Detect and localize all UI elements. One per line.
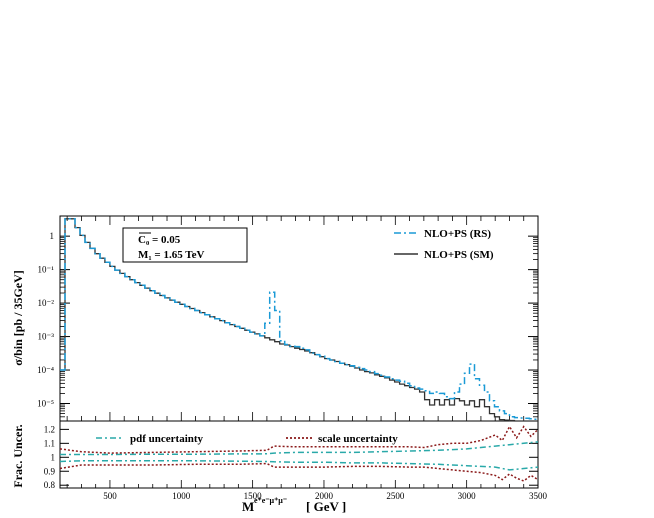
annotation-m1: M₁ = 1.65 TeV [138,249,204,261]
x-tick-label: 3000 [458,491,477,501]
main-y-axis-title: σ/bin [pb / 35GeV] [11,270,25,366]
main-legend: NLO+PS (RS) NLO+PS (SM) [394,228,494,261]
x-axis-title-main: M [242,499,254,514]
x-axis-title-unit: [ GeV ] [306,499,346,514]
series-rs-line [60,218,538,420]
annotation-c0: C₀ = 0.05 [138,234,181,246]
ratio-axes: 0.8 0.9 1 1.1 1.2 500 1000 1500 2000 2500 3000 3500 [44,424,548,501]
x-tick-label: 1500 [244,491,263,501]
legend-label-scale: scale uncertainty [318,433,398,445]
ratio-y-tick-label: 1.2 [44,424,55,434]
x-tick-label: 3500 [529,491,548,501]
legend-label-rs: NLO+PS (RS) [424,228,491,240]
x-tick-label: 2000 [315,491,334,501]
y-tick-label: 1 [50,231,55,241]
legend-label-pdf: pdf uncertainty [130,433,204,445]
x-tick-label: 2500 [386,491,405,501]
pdf-band-upper [60,441,539,456]
x-axis-title: M e⁺e⁻μ⁺μ⁻ [ GeV ] [242,496,346,514]
y-tick-label: 10⁻³ [38,332,55,342]
x-tick-label: 1000 [172,491,191,501]
ratio-y-tick-label: 0.9 [44,466,56,476]
ratio-y-axis-title: Frac. Uncer. [11,424,25,487]
y-tick-label: 10⁻⁴ [37,365,54,375]
legend-label-sm: NLO+PS (SM) [424,249,494,261]
y-tick-label: 10⁻² [38,298,55,308]
main-series-layer [60,218,538,422]
parameter-annotation: C₀ = 0.05 M₁ = 1.65 TeV [122,227,248,263]
ratio-legend: pdf uncertainty scale uncertainty [96,433,398,445]
x-axis-title-superscript: e⁺e⁻μ⁺μ⁻ [254,496,287,505]
ratio-y-tick-label: 0.8 [44,480,56,490]
pdf-band-lower [59,460,539,471]
x-tick-label: 500 [103,491,117,501]
y-tick-label: 10⁻⁵ [37,398,54,408]
main-y-axis: 1 10⁻¹ 10⁻² 10⁻³ 10⁻⁴ 10⁻⁵ [37,216,539,422]
ratio-series-layer [59,425,539,482]
series-sm-line [60,218,538,422]
ratio-y-tick-label: 1.1 [44,438,55,448]
y-tick-label: 10⁻¹ [38,265,55,275]
ratio-y-tick-label: 1 [51,452,56,462]
